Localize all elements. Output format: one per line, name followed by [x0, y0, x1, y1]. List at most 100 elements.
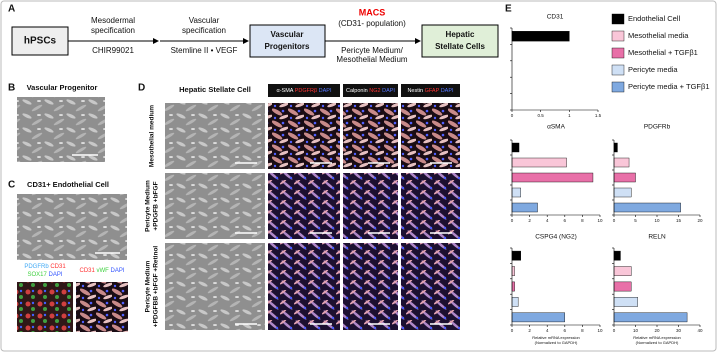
- panel-label: A: [8, 4, 15, 15]
- x-tick-label: 6: [564, 218, 567, 223]
- x-tick-label: 0: [613, 328, 616, 333]
- stain-label: CD31 vWF DAPI: [79, 268, 124, 274]
- micrograph: [268, 173, 340, 239]
- panel-label: B: [8, 83, 15, 94]
- x-tick-label: 10: [597, 218, 603, 223]
- stain-label: PDGFRb CD31: [24, 264, 66, 270]
- micrograph: [401, 243, 460, 330]
- factor: CHIR99021: [92, 46, 134, 55]
- bar: [511, 250, 522, 261]
- x-tick-label: 1.5: [595, 113, 602, 118]
- x-tick-label: 10: [633, 328, 639, 333]
- bar: [613, 250, 621, 261]
- box: [11, 26, 69, 56]
- legend-swatch: [611, 64, 625, 76]
- bar: [613, 142, 618, 153]
- stain: GFAP: [425, 88, 440, 94]
- box-label: Hepatic: [446, 30, 475, 39]
- factor: Stemline II • VEGF: [171, 46, 238, 55]
- image-title: CD31+ Endothelial Cell: [27, 180, 109, 189]
- stain-label: Calponin NG2 DAPI: [346, 88, 395, 94]
- stain: NG2: [369, 88, 380, 94]
- step: specification: [182, 26, 226, 35]
- stain: CD31: [50, 264, 66, 270]
- image-title: Vascular Progenitor: [27, 83, 98, 92]
- legend-label: Endothelial Cell: [628, 14, 680, 23]
- panel-label: C: [8, 180, 15, 191]
- stain: Nestin: [407, 88, 423, 94]
- legend-swatch: [611, 13, 625, 25]
- panel-label: D: [138, 83, 145, 94]
- bar: [613, 297, 638, 307]
- bar: [613, 187, 632, 198]
- bar: [511, 187, 522, 198]
- micrograph: [343, 103, 398, 169]
- bar: [511, 312, 565, 323]
- step: Mesodermal: [91, 16, 135, 25]
- bar: [511, 172, 594, 183]
- bar: [613, 202, 681, 213]
- stain: SOX17: [27, 272, 47, 278]
- micrograph: [17, 97, 105, 162]
- legend-label: Mesothelial + TGFβ1: [628, 48, 698, 57]
- micrograph: [17, 194, 127, 260]
- stain: DAPI: [441, 88, 454, 94]
- header-bg: [401, 84, 460, 97]
- legend-swatch: [611, 47, 625, 59]
- bar: [613, 157, 630, 168]
- micrograph: [343, 173, 398, 239]
- x-axis-label: Relative mRNA expression: [532, 335, 580, 340]
- box-label: Stellate Cells: [435, 42, 485, 51]
- bar: [613, 172, 636, 183]
- medium: Pericyte Medium/: [341, 46, 404, 55]
- x-tick-label: 40: [697, 328, 703, 333]
- panel-label: E: [505, 4, 512, 15]
- x-tick-label: 15: [676, 218, 682, 223]
- column-title: Hepatic Stellate Cell: [179, 85, 251, 94]
- header-bg: [343, 84, 398, 97]
- micrograph: [165, 173, 265, 239]
- stain: DAPI: [382, 88, 395, 94]
- legend-swatch: [611, 81, 625, 93]
- x-axis-label: (Normalized to GAPDH): [535, 340, 578, 345]
- stain: PDGFRb: [24, 264, 49, 270]
- legend-label: Pericyte media + TGFβ1: [628, 82, 710, 91]
- x-tick-label: 0: [511, 328, 514, 333]
- micrograph: [268, 243, 340, 330]
- stain: Calponin: [346, 88, 368, 94]
- x-tick-label: 10: [654, 218, 660, 223]
- x-tick-label: 2: [528, 328, 531, 333]
- x-tick-label: 5: [634, 218, 637, 223]
- bar: [511, 266, 515, 276]
- bar: [511, 157, 567, 168]
- medium: Mesothelial Medium: [336, 55, 407, 64]
- stain-label: Nestin GFAP DAPI: [407, 88, 454, 94]
- row-label: +PDGFBB +bFGF +Retinol: [153, 246, 160, 328]
- x-tick-label: 30: [676, 328, 682, 333]
- image-grid: α-SMA PDGFRβ DAPI Calponin NG2 DAPI Nestin…: [145, 84, 460, 330]
- stain: DAPI: [111, 268, 125, 274]
- micrograph: [401, 103, 460, 169]
- charts: Endothelial Cell Mesothelial media Mesothe…: [510, 14, 710, 345]
- row-label: Pericyte Medium: [145, 260, 152, 312]
- method: MACS: [359, 7, 386, 17]
- bar: [613, 312, 688, 323]
- micrograph: [268, 103, 340, 169]
- x-tick-label: 20: [697, 218, 703, 223]
- x-tick-label: 2: [528, 218, 531, 223]
- chart-title: PDGFRb: [644, 124, 671, 131]
- box-label: Vascular: [271, 30, 304, 39]
- micrograph: [343, 243, 398, 330]
- stain: DAPI: [319, 88, 332, 94]
- chart-title: αSMA: [547, 124, 566, 131]
- x-tick-label: 0.5: [538, 113, 545, 118]
- chart-title: CSPG4 (NG2): [535, 234, 577, 241]
- stain: PDGFRβ: [295, 88, 317, 94]
- x-tick-label: 0: [511, 218, 514, 223]
- step: specification: [91, 26, 135, 35]
- x-axis-label: (Normalized to GAPDH): [636, 340, 679, 345]
- bar: [511, 202, 538, 213]
- x-axis-label: Relative mRNA expression: [633, 335, 681, 340]
